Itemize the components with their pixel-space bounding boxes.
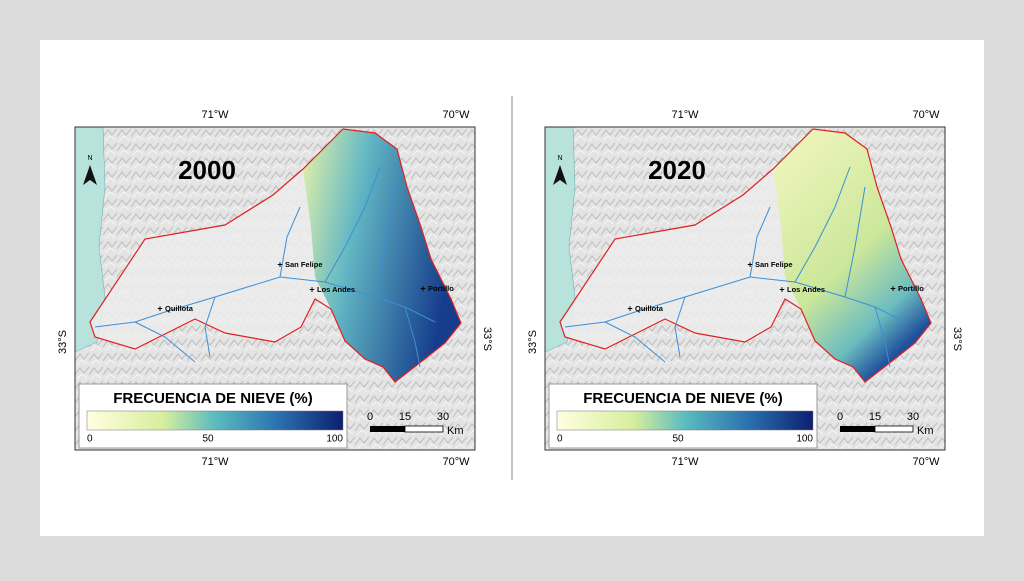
side-label: 33°S [481, 327, 493, 351]
north-arrow [83, 165, 97, 185]
scale-tick: 15 [869, 411, 881, 423]
legend-tick: 0 [557, 434, 563, 445]
place-label: Los Andes [317, 285, 355, 294]
north-label: N [557, 155, 562, 162]
river [404, 306, 421, 368]
basin-outline [89, 128, 462, 383]
side-label: 33°S [57, 330, 69, 354]
bottom-label: 70°W [442, 456, 470, 468]
place-marker: + [277, 259, 282, 269]
place-marker: + [627, 303, 632, 313]
top-label: 70°W [442, 109, 470, 121]
map-body [75, 127, 475, 450]
place-label: Quillota [635, 304, 664, 313]
top-label: 70°W [912, 109, 940, 121]
map-frame [544, 126, 946, 451]
legend-tick: 100 [326, 434, 343, 445]
scale-tick: 30 [437, 411, 449, 423]
north-arrow [553, 165, 567, 185]
river [324, 166, 381, 283]
river [674, 296, 686, 358]
map-year: 2000 [178, 155, 236, 185]
place-label: Quillota [165, 304, 194, 313]
legend-tick: 50 [202, 434, 214, 445]
river [794, 166, 851, 283]
snow-area [303, 129, 461, 382]
side-label: 33°S [951, 327, 963, 351]
river [134, 321, 196, 363]
river [204, 296, 216, 358]
scale-tick: 0 [837, 411, 843, 423]
north-label: N [87, 155, 92, 162]
place-marker: + [309, 284, 314, 294]
sea [75, 127, 106, 353]
scale-white [874, 425, 914, 433]
river [374, 186, 396, 298]
map-year: 2020 [648, 155, 706, 185]
river [604, 321, 666, 363]
scale-tick: 15 [399, 411, 411, 423]
place-marker: + [157, 303, 162, 313]
scale-unit: Km [447, 425, 464, 437]
colorbar [86, 410, 344, 431]
legend-tick: 50 [672, 434, 684, 445]
river [844, 186, 866, 298]
place-marker: + [420, 283, 425, 293]
place-label: Portillo [428, 284, 454, 293]
bottom-label: 71°W [671, 456, 699, 468]
top-label: 71°W [671, 109, 699, 121]
bottom-label: 71°W [201, 456, 229, 468]
basin-outline [559, 128, 932, 383]
river [749, 206, 771, 278]
place-marker: + [779, 284, 784, 294]
scale-white [404, 425, 444, 433]
river [874, 306, 891, 368]
legend-title: FRECUENCIA DE NIEVE (%) [113, 390, 312, 407]
top-label: 71°W [201, 109, 229, 121]
bottom-label: 70°W [912, 456, 940, 468]
scale-unit: Km [917, 425, 934, 437]
place-label: Los Andes [787, 285, 825, 294]
place-label: San Felipe [755, 260, 793, 269]
sea [545, 127, 576, 353]
place-label: Portillo [898, 284, 924, 293]
scale-tick: 30 [907, 411, 919, 423]
scale-black [370, 426, 405, 432]
legend-tick: 0 [87, 434, 93, 445]
map-frame [74, 126, 476, 451]
place-marker: + [890, 283, 895, 293]
colorbar [556, 410, 814, 431]
scale-tick: 0 [367, 411, 373, 423]
legend-tick: 100 [796, 434, 813, 445]
place-label: San Felipe [285, 260, 323, 269]
scale-black [840, 426, 875, 432]
legend-title: FRECUENCIA DE NIEVE (%) [583, 390, 782, 407]
river [279, 206, 301, 278]
place-marker: + [747, 259, 752, 269]
side-label: 33°S [527, 330, 539, 354]
snow-area [773, 129, 931, 382]
